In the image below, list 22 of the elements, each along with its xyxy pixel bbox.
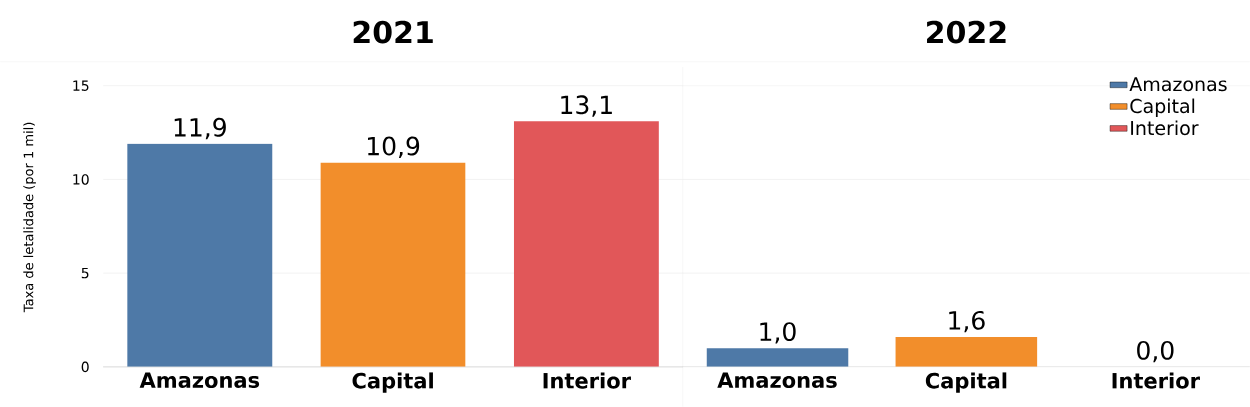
x-tick-label: Amazonas: [139, 372, 260, 388]
y-tick-label: 5: [81, 267, 89, 279]
legend-label: Interior: [1131, 120, 1199, 136]
data-label: 1,6: [949, 310, 985, 333]
legend-label: Capital: [1130, 98, 1195, 117]
data-label: 11,9: [174, 117, 226, 140]
legend-label: Amazonas: [1129, 77, 1227, 92]
y-tick-label: 15: [73, 80, 89, 91]
x-tick-label: Interior: [543, 372, 631, 389]
data-label: 0,0: [1137, 340, 1174, 363]
x-tick-label: Capital: [925, 372, 1007, 393]
data-label: 10,9: [368, 136, 420, 158]
x-tick-label: Capital: [352, 372, 433, 393]
data-label: 13,1: [561, 95, 612, 117]
data-label: 1,0: [760, 322, 796, 344]
y-axis-title: Taxa de letalidade (por 1 mil): [23, 122, 36, 313]
chart-title: 2022: [927, 20, 1006, 44]
x-tick-label: Amazonas: [717, 372, 837, 388]
y-tick-label: 0: [81, 361, 89, 373]
x-tick-label: Interior: [1112, 372, 1200, 389]
y-tick-label: 10: [73, 174, 89, 185]
chart-title: 2021: [353, 20, 433, 44]
